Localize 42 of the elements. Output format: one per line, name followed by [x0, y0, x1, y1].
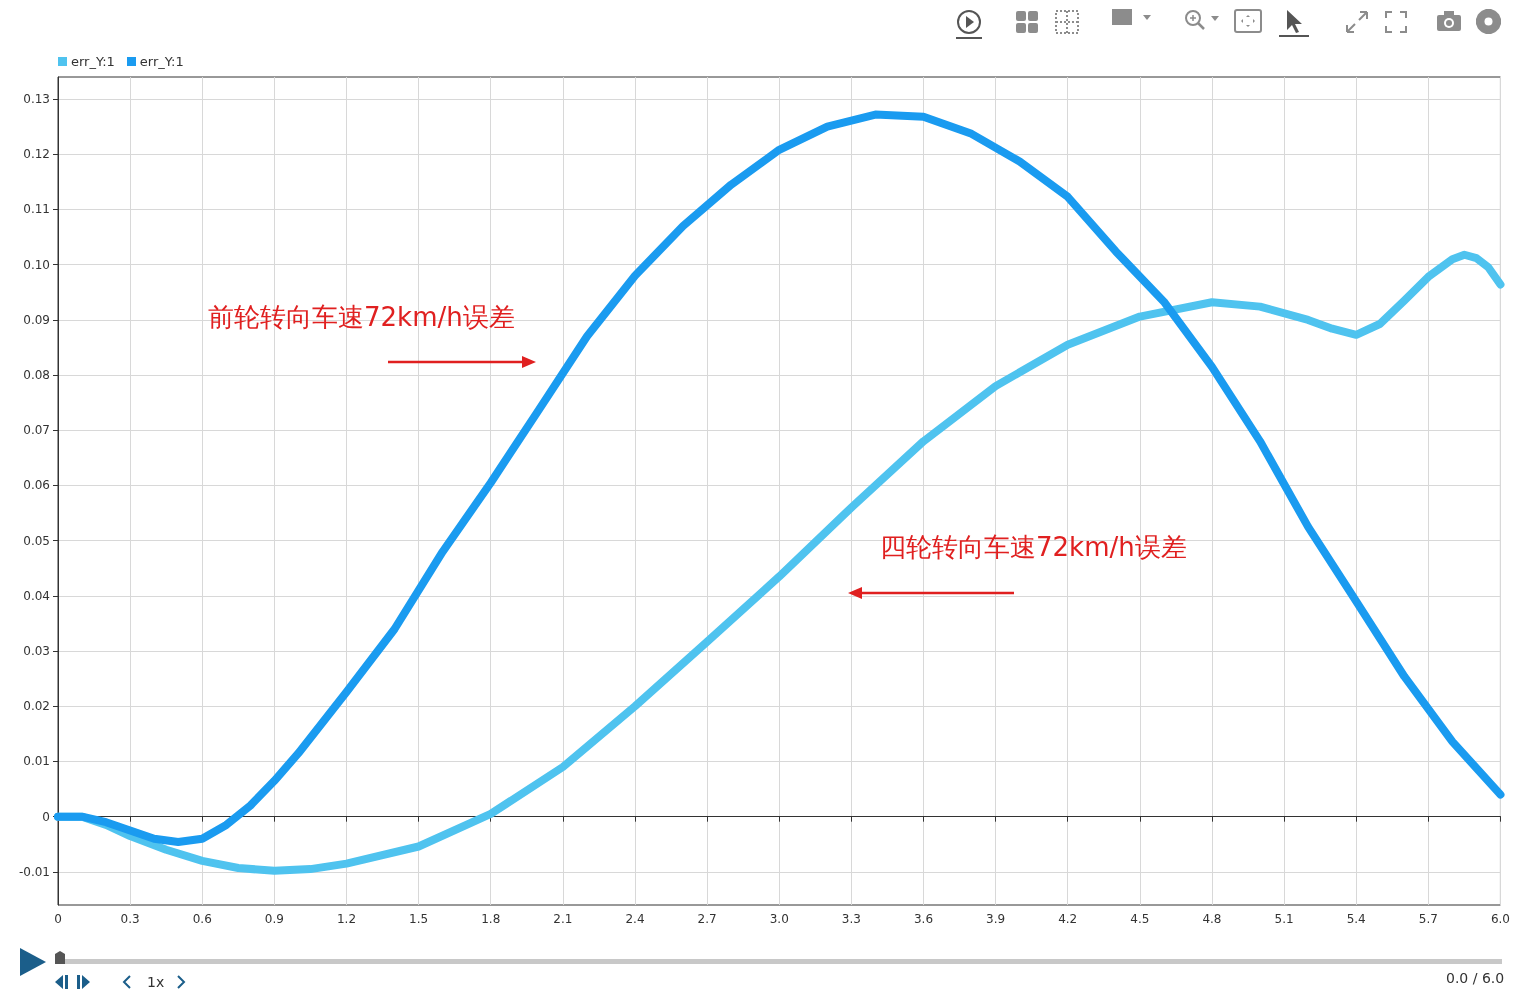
y-tick-label: 0.08: [23, 368, 50, 383]
x-tick-label: 0.6: [192, 912, 212, 926]
x-tick-label: 5.4: [1346, 912, 1366, 926]
y-tick-label: 0.11: [23, 202, 50, 217]
y-tick-label: 0.03: [23, 644, 50, 659]
x-tick-label: 6.0: [1490, 912, 1510, 926]
y-tick-label: 0: [42, 809, 50, 824]
legend-label: err_Y:1: [71, 54, 115, 69]
x-tick-label: 2.4: [625, 912, 645, 926]
y-tick-label: 0.01: [23, 754, 50, 769]
x-tick-label: 1.5: [409, 912, 429, 926]
x-tick-label: 3.3: [841, 912, 861, 926]
y-tick-label: 0.02: [23, 699, 50, 714]
x-tick-label: 3.9: [986, 912, 1006, 926]
x-tick-label: 5.1: [1274, 912, 1294, 926]
x-tick-label: 0.9: [264, 912, 284, 926]
x-tick-label: 4.5: [1130, 912, 1150, 926]
annotation: 前轮转向车速72km/h误差: [208, 301, 515, 334]
y-tick-label: 0.13: [23, 92, 50, 107]
y-tick-label: 0.07: [23, 423, 50, 438]
x-tick-label: 4.2: [1058, 912, 1078, 926]
x-tick-label: 2.1: [553, 912, 573, 926]
text: 0.0 / 6.0: [1446, 970, 1505, 986]
y-tick-label: 0.09: [23, 312, 50, 327]
y-tick-label: -0.01: [18, 864, 50, 879]
x-tick-label: 2.7: [697, 912, 717, 926]
text: 1x: [147, 974, 165, 990]
x-tick-label: 0.3: [120, 912, 140, 926]
x-tick-label: 3.6: [913, 912, 934, 926]
x-tick-label: 1.2: [336, 912, 357, 926]
y-tick-label: 0.06: [23, 478, 50, 493]
x-tick-label: 3.0: [769, 912, 789, 926]
x-tick-label: 0: [54, 912, 62, 926]
x-tick-label: 4.8: [1202, 912, 1222, 926]
y-tick-label: 0.12: [23, 147, 50, 162]
annotation: 四轮转向车速72km/h误差: [880, 531, 1187, 564]
y-tick-label: 0.04: [23, 588, 50, 603]
y-tick-label: 0.10: [23, 257, 50, 272]
legend-label: err_Y:1: [139, 54, 184, 69]
x-tick-label: 5.7: [1418, 912, 1438, 926]
y-tick-label: 0.05: [23, 533, 50, 548]
x-tick-label: 1.8: [481, 912, 501, 926]
